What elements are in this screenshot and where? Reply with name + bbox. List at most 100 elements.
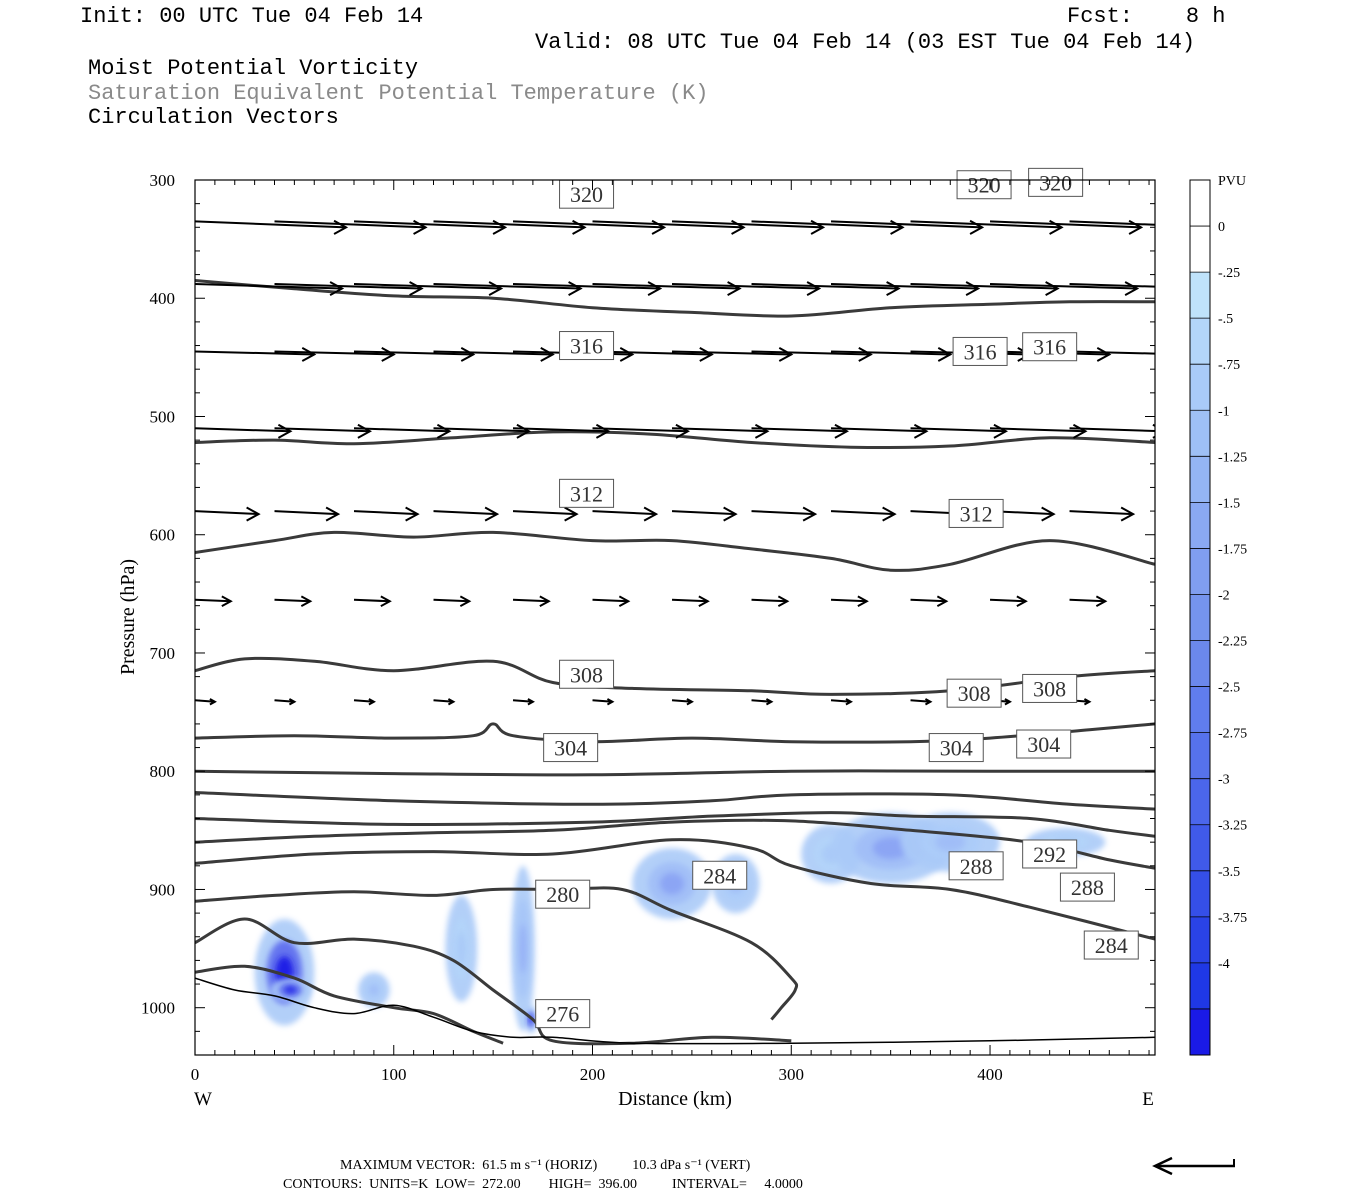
pv-blob-core bbox=[660, 872, 684, 895]
colorbar-label: -.5 bbox=[1218, 312, 1233, 327]
circulation-vector bbox=[830, 510, 895, 516]
x-tick-label: 300 bbox=[779, 1065, 805, 1084]
pv-blob-core bbox=[284, 986, 297, 994]
circulation-vector-head bbox=[723, 506, 738, 522]
circulation-vector bbox=[592, 427, 688, 433]
contour-label: 304 bbox=[940, 736, 973, 761]
colorbar-swatch bbox=[1190, 364, 1210, 411]
colorbar-label: -4 bbox=[1218, 957, 1230, 972]
colorbar-swatch bbox=[1190, 732, 1210, 780]
circulation-vector bbox=[671, 598, 708, 603]
circulation-vector-head bbox=[459, 595, 472, 608]
circulation-vector-head bbox=[405, 506, 420, 522]
field-title-vectors: Circulation Vectors bbox=[88, 105, 339, 130]
circulation-vector bbox=[195, 510, 259, 516]
circulation-vector bbox=[990, 283, 1138, 290]
colorbar-label: -2 bbox=[1218, 588, 1230, 603]
circulation-vector-head bbox=[329, 281, 345, 297]
circulation-vector bbox=[274, 283, 422, 290]
circulation-vector bbox=[512, 598, 549, 603]
circulation-vector bbox=[353, 220, 506, 229]
contour-label: 284 bbox=[703, 863, 736, 888]
circulation-vector bbox=[195, 283, 343, 290]
circulation-vector bbox=[1069, 510, 1134, 516]
colorbar-swatch bbox=[1190, 272, 1210, 319]
theta-contour-320 bbox=[195, 279, 1155, 318]
circulation-vector-head bbox=[301, 346, 317, 362]
colorbar-swatch bbox=[1190, 318, 1210, 365]
circulation-vector bbox=[671, 510, 736, 516]
contour-label-box bbox=[559, 179, 615, 209]
circulation-vector-head bbox=[368, 698, 376, 706]
circulation-vector bbox=[195, 350, 315, 356]
circulation-vector bbox=[751, 598, 788, 603]
circulation-vector bbox=[751, 283, 899, 290]
circulation-vector-head bbox=[447, 698, 456, 706]
circulation-vector-head bbox=[802, 506, 818, 522]
theta-contour-308 bbox=[195, 656, 1155, 696]
colorbar-label: -3.5 bbox=[1218, 865, 1240, 880]
contour-label-box bbox=[559, 331, 615, 361]
pv-shading bbox=[254, 812, 1106, 1034]
circulation-vector bbox=[195, 220, 347, 229]
contour-label: 308 bbox=[570, 662, 603, 687]
contour-label-box bbox=[1022, 332, 1078, 362]
contour-label: 304 bbox=[554, 736, 587, 761]
y-tick-label: 400 bbox=[150, 289, 176, 308]
circulation-vector-head bbox=[288, 698, 297, 706]
x-tick-label: 400 bbox=[977, 1065, 1003, 1084]
circulation-vector bbox=[910, 427, 1006, 433]
forecast-hour: Fcst: 8 h bbox=[1067, 4, 1226, 29]
circulation-vector bbox=[274, 427, 370, 433]
circulation-vector bbox=[433, 220, 585, 229]
colorbar-swatch bbox=[1190, 870, 1210, 918]
circulation-vector bbox=[512, 220, 665, 229]
field-title-pv: Moist Potential Vorticity bbox=[88, 56, 419, 81]
circulation-vector-head bbox=[647, 281, 663, 297]
circulation-vector-head bbox=[1124, 281, 1140, 297]
circulation-vector bbox=[512, 510, 577, 516]
circulation-vector-head bbox=[1177, 348, 1189, 361]
circulation-vector-head bbox=[246, 506, 261, 522]
circulation-vector bbox=[910, 283, 1058, 290]
contour-label: 316 bbox=[964, 339, 997, 364]
contour-label: 320 bbox=[968, 173, 1001, 198]
contour-label-box bbox=[948, 498, 1004, 528]
pv-blob-core bbox=[935, 833, 966, 852]
circulation-vector bbox=[195, 427, 291, 433]
circulation-vector-head bbox=[221, 595, 233, 608]
theta-contour-316 bbox=[195, 430, 1155, 450]
circulation-vector-head bbox=[1004, 698, 1012, 706]
circulation-vector bbox=[671, 350, 792, 356]
circulation-vectors bbox=[195, 219, 1189, 706]
circulation-vector bbox=[195, 598, 231, 603]
circulation-vector-head bbox=[381, 346, 396, 362]
contour-label-box bbox=[1022, 839, 1078, 869]
colorbar-swatch bbox=[1190, 686, 1210, 734]
circulation-vector-head bbox=[606, 698, 615, 706]
circulation-vector-head bbox=[539, 595, 551, 608]
contour-label: 276 bbox=[546, 1002, 579, 1027]
circulation-vector-head bbox=[540, 346, 555, 362]
circulation-vector bbox=[274, 510, 339, 516]
circulation-vector bbox=[989, 427, 1086, 433]
reference-vector bbox=[1152, 1156, 1235, 1176]
circulation-vector bbox=[274, 220, 426, 229]
circulation-vector bbox=[910, 220, 1062, 229]
colorbar-label: -1 bbox=[1218, 404, 1230, 419]
contour-label: 320 bbox=[570, 182, 603, 207]
circulation-vector bbox=[671, 427, 768, 433]
colorbar-swatch bbox=[1190, 824, 1210, 872]
colorbar-swatch bbox=[1190, 456, 1210, 503]
y-tick-label: 1000 bbox=[141, 999, 175, 1018]
colorbar-label: -1.25 bbox=[1218, 450, 1247, 465]
pv-blob-core bbox=[872, 837, 909, 859]
init-time: Init: 00 UTC Tue 04 Feb 14 bbox=[80, 4, 424, 29]
circulation-vector-head bbox=[686, 698, 694, 706]
y-tick-label: 300 bbox=[150, 171, 176, 190]
colorbar-label: -3.75 bbox=[1218, 911, 1247, 926]
colorbar-frame bbox=[1189, 179, 1211, 1056]
colorbar-swatch bbox=[1190, 778, 1210, 826]
circulation-vector bbox=[830, 427, 927, 433]
colorbar: 0 -.25 -.5 -.75 -1 -1.25 -1.5 -1.75 -2 -2.25 -2.5 -… bbox=[1189, 179, 1247, 1056]
